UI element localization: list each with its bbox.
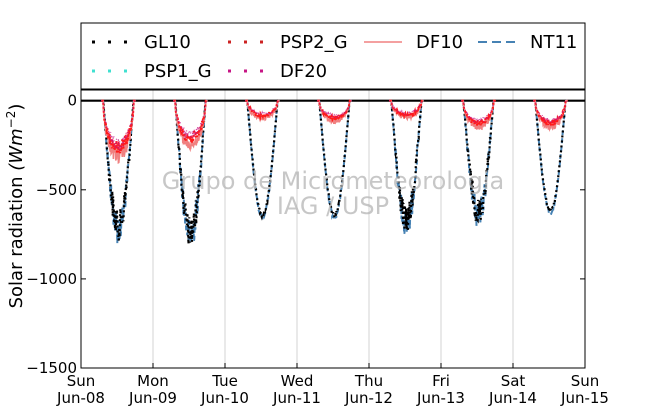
legend-label-PSP2_G: PSP2_G [280,32,348,53]
series-PSP2_G-day [461,99,496,128]
y-tick-label: −1500 [26,359,77,377]
series-GL10-day [101,99,136,243]
x-tick-label-date: Jun-12 [344,389,393,407]
x-tick-label-day: Sat [501,372,526,390]
x-tick-label-date: Jun-14 [488,389,537,407]
axis-ticks: 0−500−1000−1500SunJun-08MonJun-09TueJun-… [26,92,609,407]
x-tick-label-date: Jun-08 [56,389,105,407]
legend-label-DF20: DF20 [280,61,327,82]
legend: GL10 PSP2_G DF10 NT11 PSP1_G DF20 [80,22,586,90]
legend-label-DF10: DF10 [416,32,463,53]
y-tick-label: −1000 [26,270,77,288]
x-tick-label-day: Mon [137,372,169,390]
series-NT11-day [317,99,352,221]
x-tick-label-day: Sun [571,372,600,390]
x-tick-label-day: Fri [432,372,450,390]
series-DF20-day [101,100,136,152]
watermark-line1: Grupo de Micrometeorologia [162,167,504,195]
x-tick-label-day: Thu [354,372,383,390]
y-tick-label: −500 [36,181,77,199]
series-DF20-day [317,100,352,121]
axes-frame [80,89,586,369]
x-tick-label-day: Tue [211,372,238,390]
series-NT11-day [101,99,136,244]
series-PSP2_G-day [389,99,424,120]
x-tick-label-date: Jun-11 [272,389,321,407]
y-tick-label: 0 [67,92,77,110]
x-tick-label-date: Jun-09 [128,389,177,407]
legend-label-PSP1_G: PSP1_G [144,61,212,82]
legend-box [80,22,586,90]
plot-area [81,99,585,245]
series-NT11-day [245,99,280,220]
series-GL10-day [533,99,568,215]
series-GL10-day [389,99,424,232]
y-axis-label: Solar radiation (Wm−2) [4,104,27,309]
watermark-line2: IAG / USP [277,192,389,220]
series-GL10-day [317,99,352,219]
series-DF10-day [173,99,208,153]
series-DF10-day [389,99,424,122]
vertical-grid [152,90,514,368]
legend-label-NT11: NT11 [530,32,577,53]
series-PSP2_G-day [245,99,280,121]
x-tick-label-date: Jun-15 [560,389,609,407]
series-GL10-day [173,99,208,245]
x-tick-label-day: Wed [281,372,314,390]
series-PSP2_G-day [533,99,568,127]
x-tick-label-date: Jun-10 [200,389,249,407]
series-GL10-day [461,99,496,224]
series-PSP2_G-day [317,99,352,124]
series-DF20-day [389,100,424,116]
series-DF10-day [245,99,280,123]
x-tick-label-date: Jun-13 [416,389,465,407]
x-tick-label-day: Sun [67,372,96,390]
series-PSP2_G-day [101,99,136,158]
legend-label-GL10: GL10 [144,32,191,53]
